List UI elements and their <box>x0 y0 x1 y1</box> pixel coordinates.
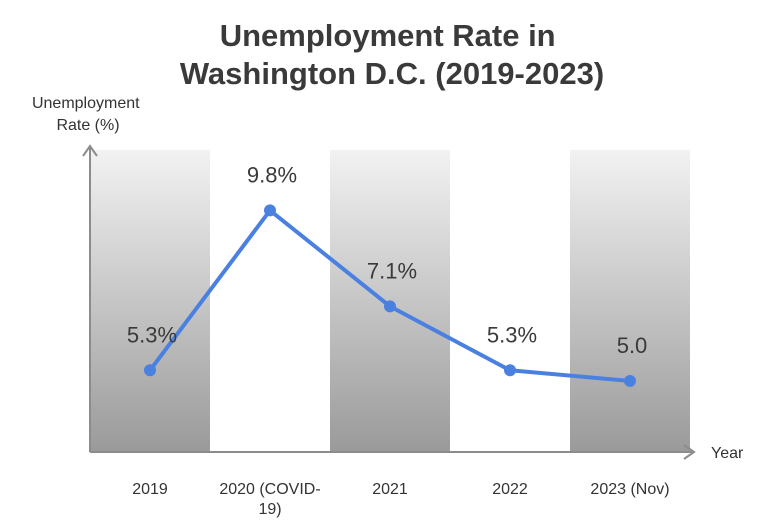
data-label: 5.3% <box>127 322 177 347</box>
y-axis <box>82 144 98 452</box>
data-point <box>624 374 636 387</box>
data-point <box>384 300 396 313</box>
y-axis-label: Unemployment Rate (%) <box>32 95 144 134</box>
y-axis-label-line-2: Rate (%) <box>56 117 119 134</box>
y-axis-label-line-1: Unemployment <box>32 95 140 112</box>
data-point <box>264 204 276 217</box>
x-tick-label: 2021 <box>372 481 408 498</box>
y-axis-arrow <box>82 144 98 157</box>
x-tick-label: 2023 (Nov) <box>590 481 669 498</box>
category-band <box>90 150 210 452</box>
chart-title-line-2: Washington D.C. (2019-2023) <box>180 56 604 91</box>
x-tick-label: 2020 (COVID-19) <box>219 481 320 518</box>
data-labels: 5.3% 9.8% 7.1% 5.3% 5.0 <box>127 162 647 358</box>
data-point <box>504 364 516 377</box>
x-axis-arrow <box>683 444 696 460</box>
data-label: 9.8% <box>247 162 297 187</box>
x-tick-label: 2019 <box>132 481 168 498</box>
x-tick-labels: 2019 2020 (COVID-19) 2021 2022 2023 (Nov) <box>132 481 669 518</box>
data-points <box>144 204 636 387</box>
data-label: 5.0 <box>617 333 648 358</box>
data-label: 7.1% <box>367 258 417 283</box>
chart-title: Unemployment Rate in Washington D.C. (20… <box>180 18 604 91</box>
data-point <box>144 364 156 377</box>
x-axis <box>90 444 696 460</box>
category-band <box>570 150 690 452</box>
x-axis-label: Year <box>711 445 744 462</box>
data-label: 5.3% <box>487 322 537 347</box>
chart-title-line-1: Unemployment Rate in <box>220 18 556 53</box>
x-tick-label: 2022 <box>492 481 528 498</box>
